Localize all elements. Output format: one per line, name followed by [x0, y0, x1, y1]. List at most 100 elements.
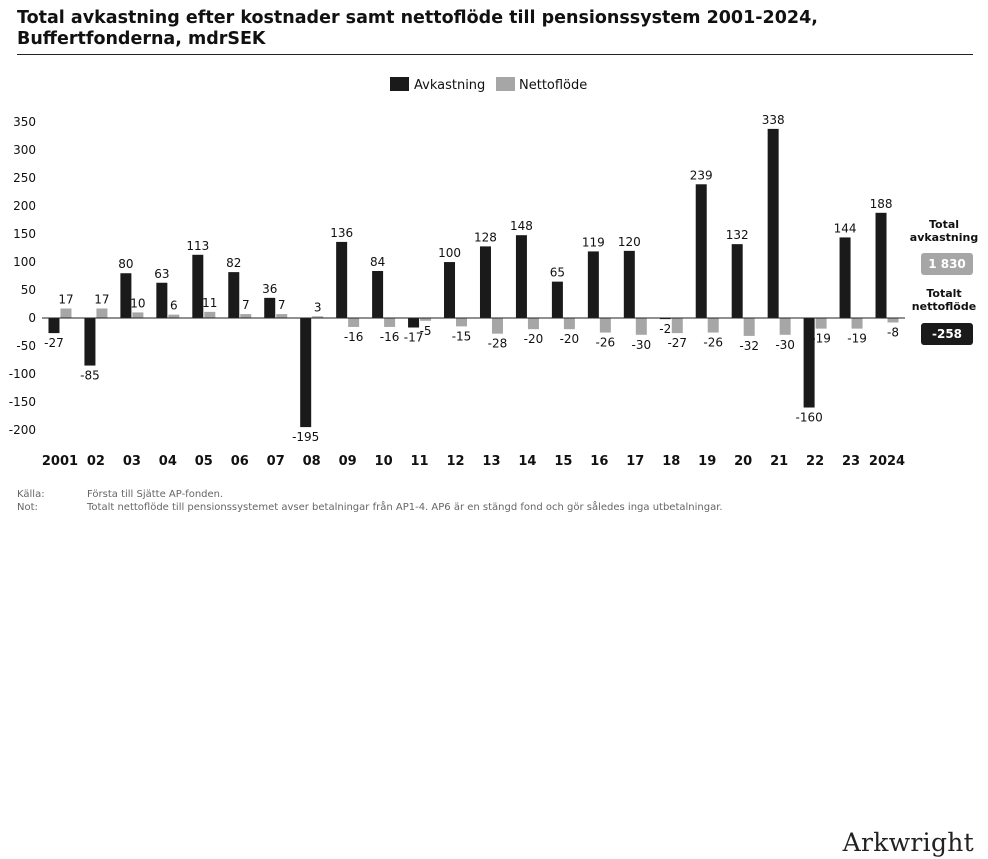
x-tick-label: 16	[590, 454, 608, 469]
bar-nettoflode	[456, 318, 468, 327]
bar-nettoflode	[60, 308, 72, 318]
chart-notes: Källa: Första till Sjätte AP-fonden. Not…	[17, 488, 723, 514]
chart-title: Total avkastning efter kostnader samt ne…	[17, 8, 977, 50]
x-tick-label: 13	[482, 454, 500, 469]
data-label-nettoflode: -30	[632, 338, 652, 352]
y-tick-label: -200	[9, 423, 36, 437]
data-label-avkastning: 82	[226, 256, 241, 270]
bar-avkastning	[839, 237, 851, 318]
y-tick-label: 300	[13, 143, 36, 157]
bar-avkastning	[408, 318, 420, 328]
bar-nettoflode	[707, 318, 719, 333]
data-label-nettoflode: 7	[242, 298, 250, 312]
data-label-avkastning: 120	[618, 235, 641, 249]
data-label-nettoflode: 6	[170, 299, 178, 313]
note-value: Totalt nettoflöde till pensionssystemet …	[87, 502, 723, 513]
bar-nettoflode	[599, 318, 611, 333]
bar-avkastning	[515, 235, 527, 318]
x-tick-label: 10	[375, 454, 393, 469]
y-tick-label: -100	[9, 367, 36, 381]
bar-nettoflode	[204, 311, 216, 318]
x-tick-label: 17	[626, 454, 644, 469]
data-label-nettoflode: -28	[488, 337, 508, 351]
data-label-avkastning: 148	[510, 219, 533, 233]
x-tick-label: 21	[770, 454, 788, 469]
data-label-avkastning: 63	[154, 267, 169, 281]
data-label-nettoflode: -16	[380, 330, 400, 344]
data-label-avkastning: 239	[690, 168, 713, 182]
title-line-1: Total avkastning efter kostnader samt ne…	[17, 8, 818, 28]
bar-nettoflode	[563, 318, 575, 330]
bar-avkastning	[875, 212, 887, 318]
data-label-nettoflode: -20	[524, 332, 544, 346]
x-tick-label: 06	[231, 454, 249, 469]
bar-avkastning	[120, 273, 132, 318]
bar-nettoflode	[671, 318, 683, 334]
legend-swatch-nettoflode	[496, 77, 515, 91]
data-label-nettoflode: -26	[596, 336, 616, 350]
bar-avkastning	[731, 244, 743, 318]
data-label-avkastning: 36	[262, 282, 277, 296]
bar-nettoflode	[635, 318, 647, 335]
bar-nettoflode	[420, 318, 432, 321]
data-label-avkastning: -85	[80, 369, 100, 383]
x-tick-label: 07	[267, 454, 285, 469]
bar-avkastning	[623, 250, 635, 318]
data-label-nettoflode: -32	[739, 339, 759, 353]
x-tick-label: 04	[159, 454, 177, 469]
legend-label-nettoflode: Nettoflöde	[519, 78, 587, 93]
bar-avkastning	[228, 272, 240, 318]
bar-avkastning	[372, 271, 384, 318]
y-tick-label: 200	[13, 199, 36, 213]
source-value: Första till Sjätte AP-fonden.	[87, 489, 224, 500]
y-tick-label: 0	[28, 311, 36, 325]
bar-nettoflode	[384, 318, 396, 327]
bar-avkastning	[84, 318, 96, 366]
title-line-2: Buffertfonderna, mdrSEK	[17, 29, 266, 49]
bar-nettoflode	[527, 318, 539, 330]
data-label-nettoflode: 17	[94, 292, 109, 306]
x-tick-label: 20	[734, 454, 752, 469]
source-row: Källa: Första till Sjätte AP-fonden.	[17, 488, 723, 501]
x-tick-label: 2024	[869, 454, 905, 469]
data-label-avkastning: -195	[292, 430, 319, 444]
source-key: Källa:	[17, 489, 45, 500]
note-row: Not: Totalt nettoflöde till pensionssyst…	[17, 501, 723, 514]
x-tick-label: 15	[554, 454, 572, 469]
bar-nettoflode	[887, 318, 899, 323]
bar-nettoflode	[348, 318, 360, 327]
data-label-nettoflode: -27	[667, 336, 687, 350]
y-tick-label: 150	[13, 227, 36, 241]
y-tick-label: 350	[13, 115, 36, 129]
x-tick-label: 05	[195, 454, 213, 469]
total-return-label: Total avkastning	[906, 218, 982, 244]
y-tick-label: 250	[13, 171, 36, 185]
data-label-nettoflode: 11	[202, 296, 217, 310]
x-tick-label: 09	[339, 454, 357, 469]
data-label-nettoflode: -30	[775, 338, 795, 352]
bar-nettoflode	[743, 318, 755, 336]
data-label-nettoflode: -19	[847, 332, 867, 346]
bar-nettoflode	[96, 308, 108, 318]
bar-chart: Avkastning Nettoflöde-200-150-100-5005010…	[9, 77, 905, 469]
data-label-avkastning: 65	[550, 266, 565, 280]
bar-avkastning	[444, 262, 456, 318]
data-label-avkastning: 84	[370, 255, 385, 269]
data-label-avkastning: 144	[834, 221, 857, 235]
bar-nettoflode	[815, 318, 827, 329]
data-label-avkastning: 132	[726, 228, 749, 242]
bar-avkastning	[48, 318, 60, 334]
bar-nettoflode	[240, 314, 252, 318]
title-divider	[17, 54, 973, 55]
bar-avkastning	[156, 282, 168, 318]
data-label-nettoflode: 10	[130, 296, 145, 310]
y-tick-label: -150	[9, 395, 36, 409]
bar-nettoflode	[276, 314, 288, 318]
bar-avkastning	[300, 318, 312, 428]
data-label-nettoflode: 7	[278, 298, 286, 312]
data-label-nettoflode: -16	[344, 330, 364, 344]
total-return-label-line2: avkastning	[909, 231, 979, 244]
x-tick-label: 2001	[42, 454, 78, 469]
data-label-nettoflode: -26	[703, 336, 723, 350]
x-tick-label: 19	[698, 454, 716, 469]
